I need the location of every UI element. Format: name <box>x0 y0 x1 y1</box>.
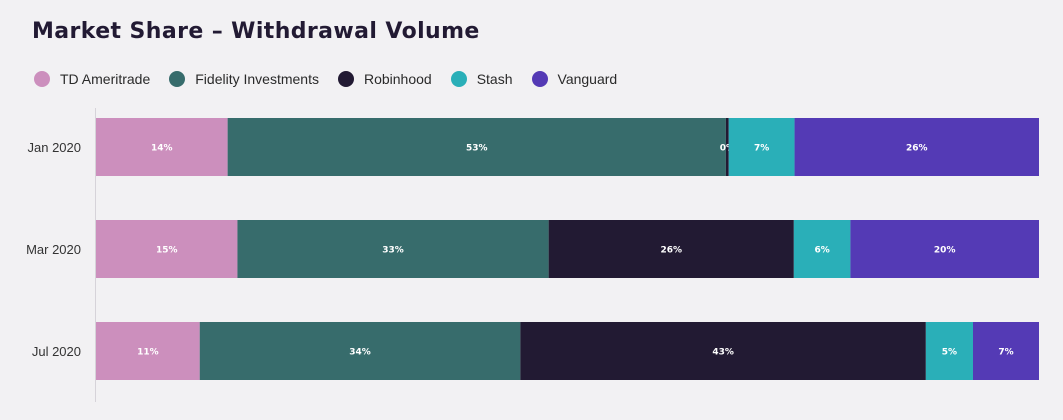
bar-segment-robinhood[interactable] <box>548 220 794 278</box>
legend-item-td-ameritrade[interactable]: TD Ameritrade <box>34 71 150 87</box>
data-label: 15% <box>156 246 178 256</box>
bar-segment-fidelity-investments[interactable] <box>237 220 549 278</box>
category-tick-label: Mar 2020 <box>26 242 81 257</box>
bar-segment-td-ameritrade[interactable] <box>96 322 200 380</box>
data-label: 0% <box>720 144 735 154</box>
data-label: 34% <box>349 348 371 358</box>
chart-title: Market Share – Withdrawal Volume <box>32 19 480 44</box>
bar-segment-vanguard[interactable] <box>850 220 1039 278</box>
legend-swatch <box>169 71 186 87</box>
data-label: 7% <box>754 144 769 154</box>
legend-label: Robinhood <box>363 71 432 87</box>
bar-segment-robinhood[interactable] <box>520 322 926 380</box>
bar-segment-vanguard[interactable] <box>794 118 1039 176</box>
bar-segment-stash[interactable] <box>793 220 851 278</box>
bar-row-mar-2020: Mar 2020 15% 33% 26% 6% 20% <box>26 220 1039 278</box>
data-label: 20% <box>934 246 956 256</box>
category-tick-label: Jan 2020 <box>28 140 82 155</box>
data-label: 6% <box>814 246 829 256</box>
legend-swatch <box>531 71 548 87</box>
data-label: 7% <box>998 348 1013 358</box>
bar-segment-stash[interactable] <box>925 322 973 380</box>
data-label: 53% <box>466 144 488 154</box>
bar-segment-td-ameritrade[interactable] <box>96 118 228 176</box>
legend-item-robinhood[interactable]: Robinhood <box>337 71 432 87</box>
legend-item-stash[interactable]: Stash <box>450 71 513 87</box>
legend-swatch <box>34 71 50 87</box>
data-label: 43% <box>712 348 734 358</box>
data-label: 26% <box>660 246 682 256</box>
data-label: 26% <box>906 144 928 154</box>
data-label: 14% <box>151 144 173 154</box>
chart-legend: TD Ameritrade Fidelity Investments Robinho… <box>34 68 636 90</box>
legend-label: TD Ameritrade <box>60 71 151 87</box>
legend-swatch <box>337 71 354 87</box>
bar-segment-vanguard[interactable] <box>972 322 1039 380</box>
bar-row-jul-2020: Jul 2020 11% 34% 43% 5% 7% <box>32 322 1039 380</box>
bar-segment-td-ameritrade[interactable] <box>96 220 238 278</box>
bar-segment-fidelity-investments[interactable] <box>227 118 726 176</box>
data-label: 5% <box>942 348 957 358</box>
legend-swatch <box>450 71 467 87</box>
data-label: 11% <box>137 348 159 358</box>
category-tick-label: Jul 2020 <box>32 344 81 359</box>
legend-label: Vanguard <box>557 71 618 87</box>
legend-item-vanguard[interactable]: Vanguard <box>531 71 618 87</box>
bar-segment-stash[interactable] <box>728 118 795 176</box>
legend-label: Stash <box>476 71 513 87</box>
bar-segment-fidelity-investments[interactable] <box>199 322 521 380</box>
legend-item-fidelity-investments[interactable]: Fidelity Investments <box>169 71 319 87</box>
bar-segment-robinhood[interactable] <box>725 118 729 176</box>
bar-row-jan-2020: Jan 2020 14% 53% 0% 7% 26% <box>28 118 1039 176</box>
data-label: 33% <box>382 246 404 256</box>
legend-label: Fidelity Investments <box>195 71 319 87</box>
